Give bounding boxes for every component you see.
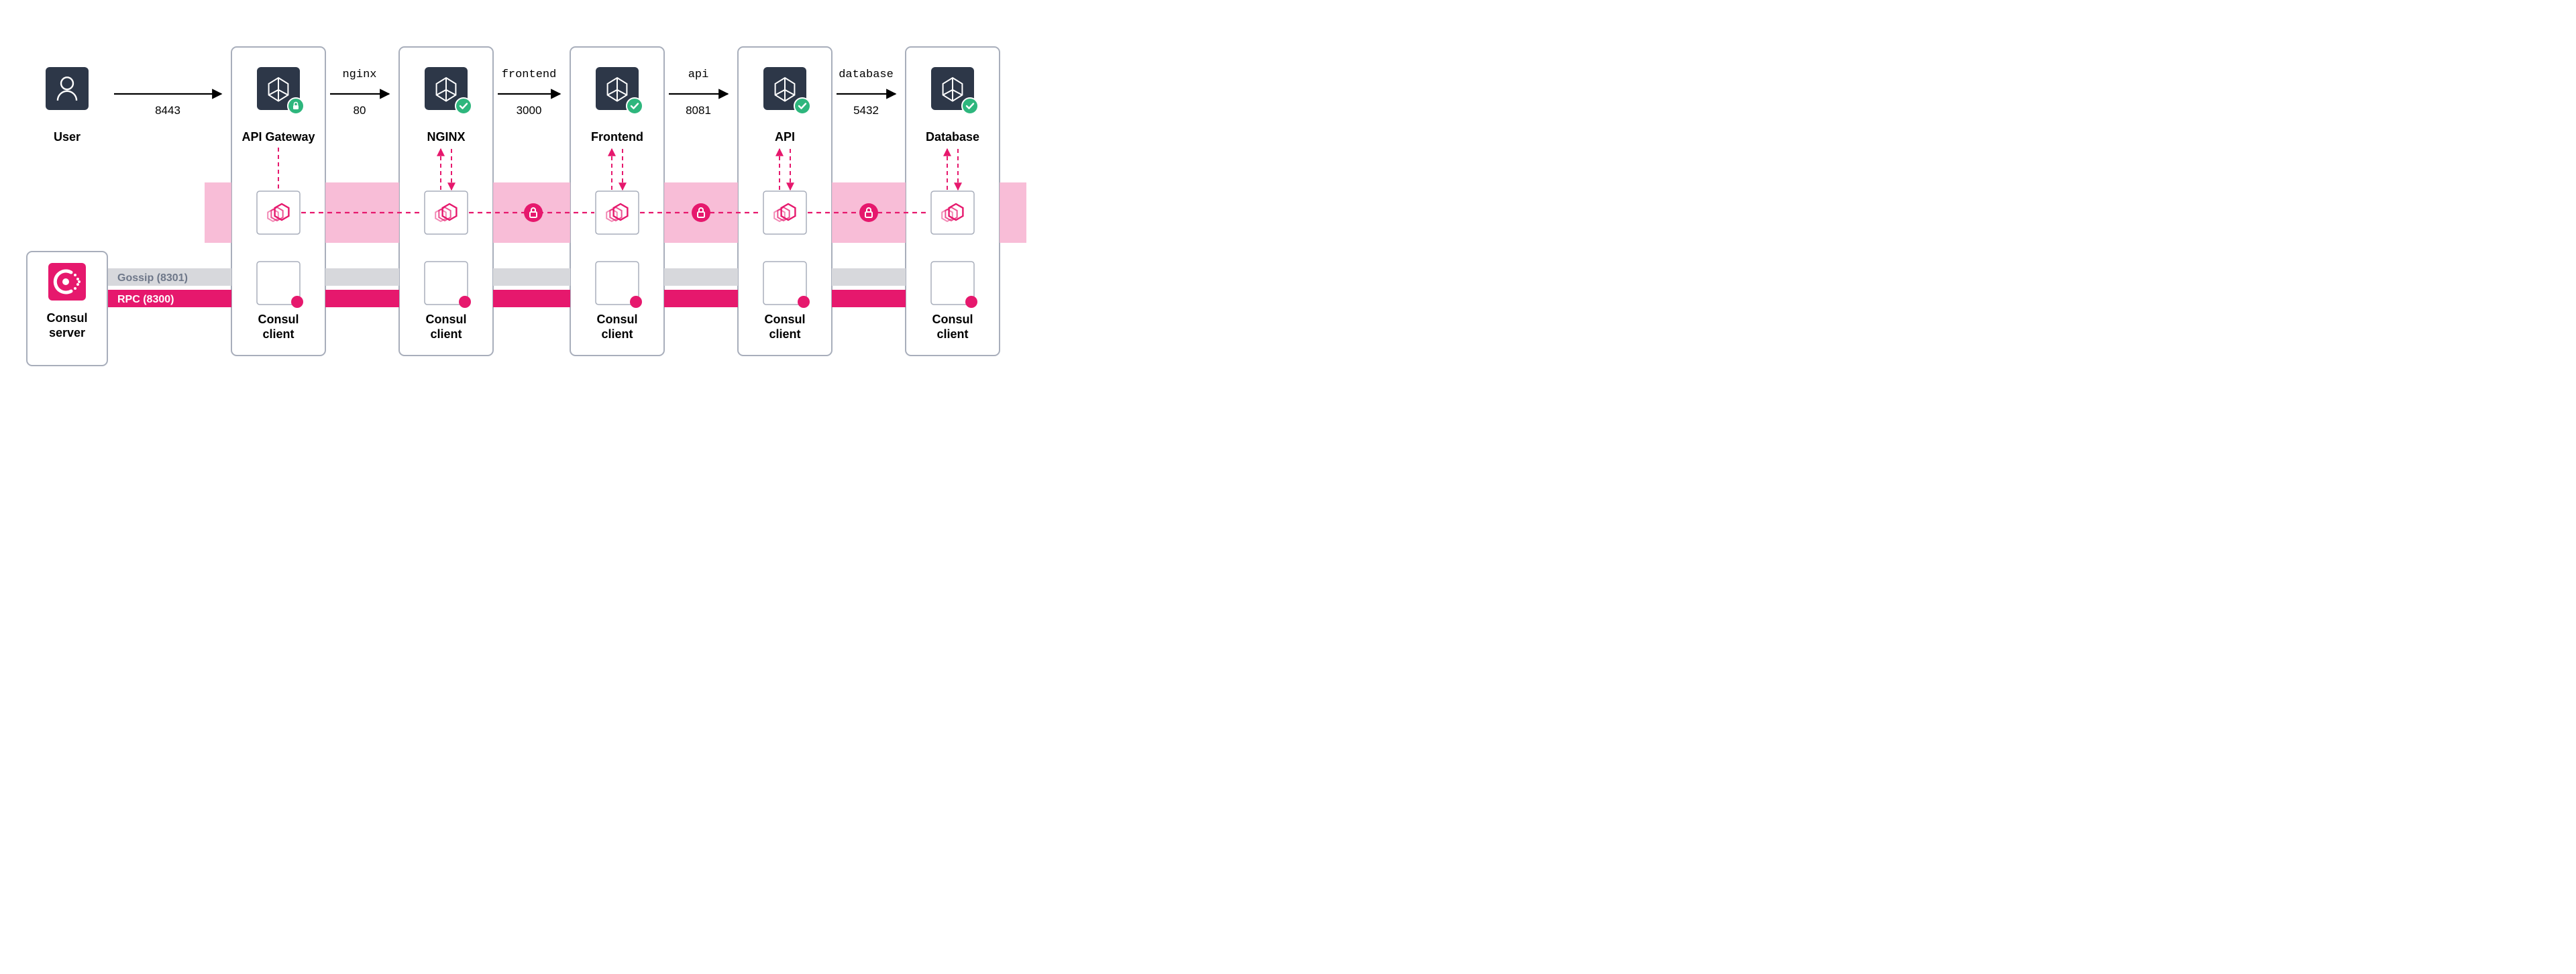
flow-arrow-label-frontend: frontend: [502, 68, 557, 81]
mesh-proxy-icon-gateway: [257, 191, 300, 234]
mesh-band-seg: [205, 182, 231, 243]
rpc-label: RPC (8300): [117, 294, 174, 305]
service-icon-api: [763, 67, 810, 114]
check-badge-icon: [794, 98, 810, 114]
status-dot-icon: [291, 296, 303, 308]
service-label-api: API: [775, 130, 795, 144]
band-seg: [325, 290, 399, 307]
flow-arrow-port-api: 8081: [686, 104, 711, 117]
flow-arrow-label-api: api: [688, 68, 709, 81]
status-dot-icon: [630, 296, 642, 308]
mtls-lock-icon: [524, 203, 543, 222]
band-seg: [832, 290, 906, 307]
band-seg: [493, 268, 570, 286]
mtls-lock-icon: [859, 203, 878, 222]
mesh-proxy-icon-api: [763, 191, 806, 234]
status-dot-icon: [459, 296, 471, 308]
mtls-lock-icon: [692, 203, 710, 222]
flow-arrow-port-nginx: 80: [354, 104, 366, 117]
flow-arrow-port-gateway: 8443: [155, 104, 180, 117]
service-label-gateway: API Gateway: [241, 130, 315, 144]
consul-client-box-frontend: [596, 262, 642, 308]
service-label-frontend: Frontend: [591, 130, 643, 144]
gossip-label: Gossip (8301): [117, 272, 188, 284]
status-dot-icon: [798, 296, 810, 308]
consul-client-box-database: [931, 262, 977, 308]
user-label: User: [54, 130, 80, 144]
mesh-band-seg: [1000, 182, 1026, 243]
consul-client-box-nginx: [425, 262, 471, 308]
band-seg: [325, 268, 399, 286]
service-icon-database: [931, 67, 978, 114]
check-badge-icon: [627, 98, 643, 114]
status-dot-icon: [965, 296, 977, 308]
check-badge-icon: [962, 98, 978, 114]
flow-arrow-port-database: 5432: [853, 104, 879, 117]
check-badge-icon: [455, 98, 472, 114]
mesh-proxy-icon-database: [931, 191, 974, 234]
consul-client-box-api: [763, 262, 810, 308]
service-label-nginx: NGINX: [427, 130, 465, 144]
mesh-proxy-icon-frontend: [596, 191, 639, 234]
band-seg: [493, 290, 570, 307]
consul-server-icon: [48, 263, 86, 301]
service-icon-nginx: [425, 67, 472, 114]
mesh-proxy-icon-nginx: [425, 191, 468, 234]
user-icon: [46, 67, 89, 110]
service-icon-gateway: [257, 67, 304, 114]
flow-arrow-label-nginx: nginx: [342, 68, 376, 81]
band-seg: [664, 290, 738, 307]
flow-arrow-port-frontend: 3000: [517, 104, 542, 117]
consul-client-box-gateway: [257, 262, 303, 308]
service-icon-frontend: [596, 67, 643, 114]
band-seg: [832, 268, 906, 286]
flow-arrow-label-database: database: [839, 68, 894, 81]
band-seg: [664, 268, 738, 286]
service-label-database: Database: [926, 130, 979, 144]
